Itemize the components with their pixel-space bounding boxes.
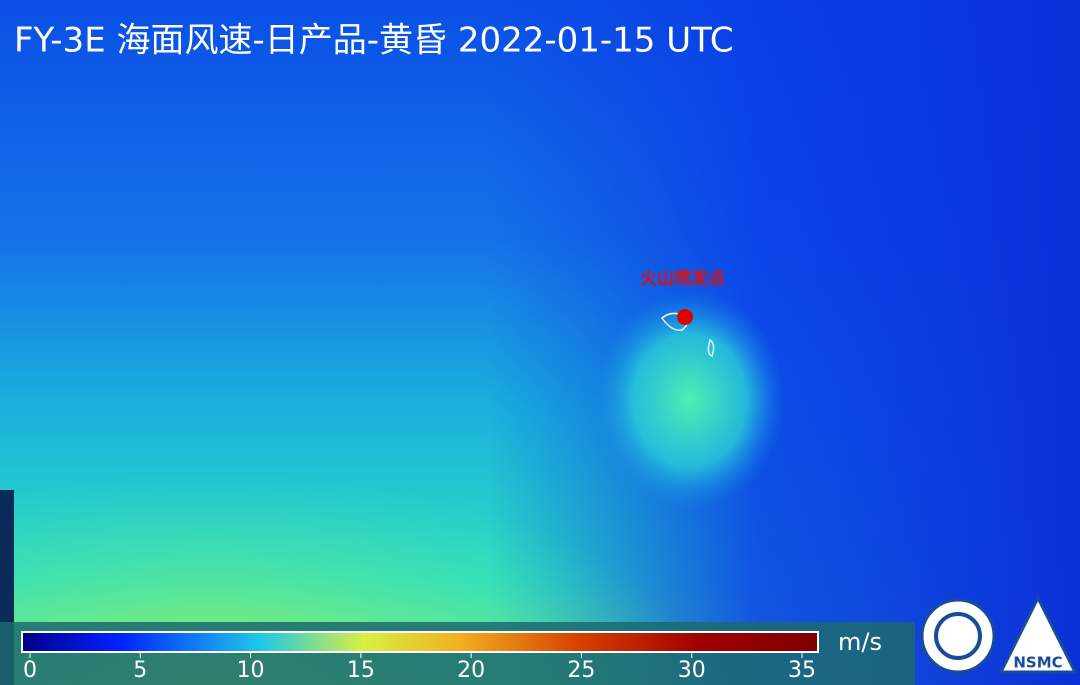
colorbar-tick-label: 15: [347, 658, 375, 683]
colorbar-tick-label: 30: [678, 658, 706, 683]
colorbar-tick-label: 5: [133, 658, 147, 683]
nsmc-logo: [998, 594, 1078, 674]
annotation: 火山喷发点: [640, 268, 725, 289]
colorbar-tick-label: 35: [788, 658, 816, 683]
colorbar-ticks: 0 5 10 15 20 25 30 35: [23, 652, 816, 683]
nsmc-logo-text: NSMC: [1013, 654, 1062, 672]
colorbar: [21, 631, 819, 653]
cma-logo: [920, 598, 996, 674]
eruption-point: [677, 309, 693, 325]
title: FY-3E 海面风速-日产品-黄昏 2022-01-15 UTC: [14, 21, 734, 61]
colorbar-tick-label: 20: [457, 658, 485, 683]
cma-logo-inner: [934, 612, 982, 660]
colorbar-tick-label: 0: [23, 658, 37, 683]
colorbar-unit: m/s: [838, 628, 882, 656]
colorbar-tick-label: 10: [237, 658, 265, 683]
wind-patch: [595, 290, 785, 510]
colorbar-tick-label: 25: [567, 658, 595, 683]
